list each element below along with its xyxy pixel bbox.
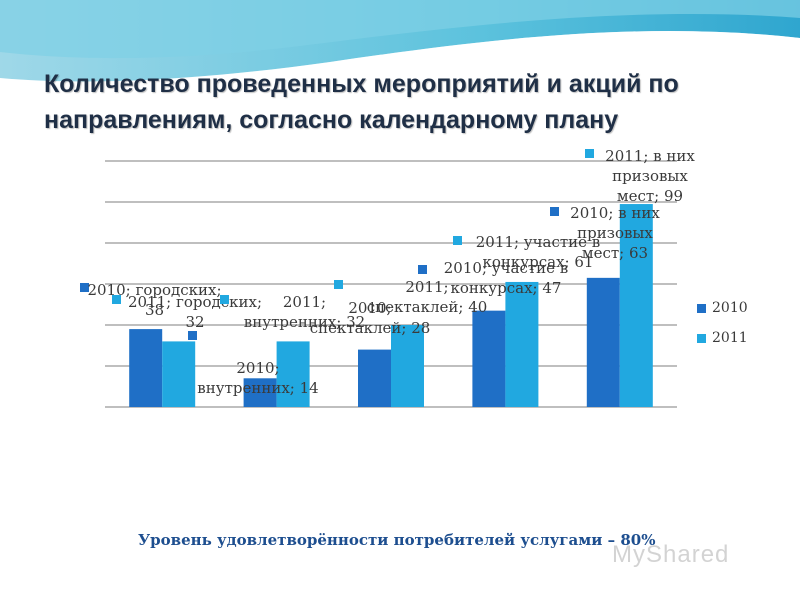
data-label-2010-1: 2010; городских; 38 [87,281,222,319]
data-label-marker [334,280,343,289]
data-label-marker [453,236,462,245]
data-label-marker [112,295,121,304]
bar-2010-5 [586,277,620,407]
bar-2011-3 [391,325,424,407]
data-label-marker [550,207,559,216]
watermark-logo: MyShared [612,541,729,569]
data-label-marker [220,295,229,304]
bar-2011-2 [276,341,310,407]
data-label-marker [585,149,594,158]
bar-2011-4 [505,281,539,407]
data-label-2010-2: 2010; внутренних; 14 [197,359,319,397]
bar-2010-1 [129,329,163,407]
data-label-marker [80,283,89,292]
legend-label-2011: 2011 [712,330,748,346]
data-label-2011-5: 2011; в них призовых мест; 99 [605,147,695,205]
data-label-2010-5: 2010; в них призовых мест; 63 [570,204,660,262]
slide-title: Количество проведенных мероприятий и акц… [44,70,679,134]
data-label-2011-3: 2011; спектаклей; 40 [366,278,488,316]
legend-swatch-2010 [697,303,706,313]
data-label-marker [418,265,427,274]
data-label-marker [188,331,197,340]
bar-2010-3 [358,349,391,407]
legend-swatch-2011 [697,333,706,343]
bar-2010-4 [472,310,506,407]
legend-label-2010: 2010 [712,300,748,316]
satisfaction-footer: Уровень удовлетворённости потребителей у… [138,531,656,549]
legend-item-2011: 2011 [697,330,748,346]
watermark-text: MyShared [612,541,730,568]
data-label-2010-3: 2010; спектаклей; 28 [309,299,431,337]
bar-2011-1 [162,341,196,407]
legend-item-2010: 2010 [697,300,748,316]
data-label-2011-2: 2011; внутренних; 32 [243,293,366,331]
data-label-2011-4: 2011; участие в конкурсах; 61 [475,233,601,271]
data-label-2010-4: 2010; участие в конкурсах; 47 [443,259,569,297]
bar-2011-5 [619,204,653,407]
bar-2010-2 [243,378,277,407]
